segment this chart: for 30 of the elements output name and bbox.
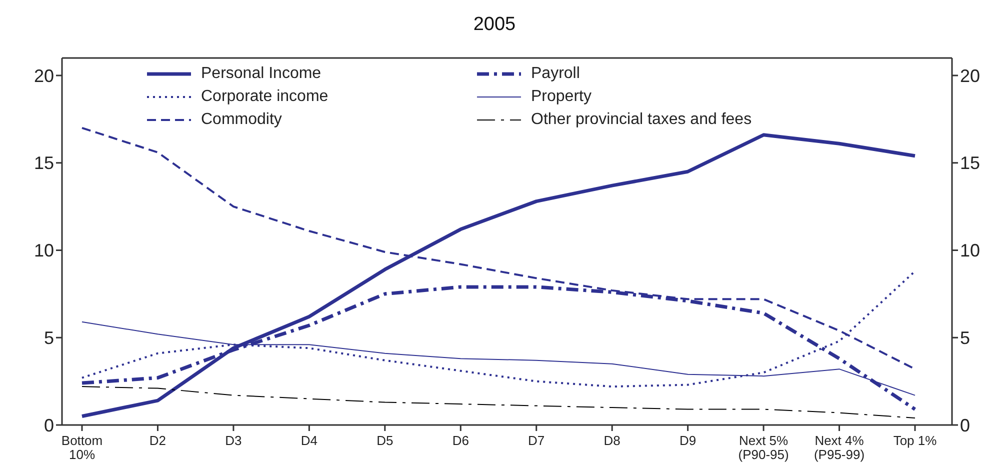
- y2-tick-label: 0: [960, 415, 970, 436]
- y2-tick-label: 5: [960, 328, 970, 348]
- legend-label: Payroll: [531, 64, 580, 82]
- y-tick-label: 15: [34, 153, 54, 174]
- chart-title: 2005: [472, 14, 517, 36]
- x-tick-label: D4: [300, 433, 318, 448]
- x-tick-label: D5: [376, 433, 394, 448]
- y-tick-label: 0: [44, 415, 54, 436]
- legend-label: Commodity: [201, 110, 282, 128]
- x-tick-label: D6: [452, 433, 469, 448]
- line-series: [82, 386, 916, 419]
- x-tick-label: D2: [149, 433, 166, 448]
- x-tick-label: D7: [528, 433, 545, 448]
- y2-tick-label: 20: [960, 66, 980, 86]
- y-tick-label: 20: [34, 66, 54, 86]
- x-tick-label: D8: [604, 433, 620, 448]
- x-tick-label: D9: [680, 433, 696, 448]
- y-tick-label: 10: [34, 240, 54, 261]
- y2-tick-label: 10: [960, 240, 980, 261]
- x-tick-label: Top 1%: [893, 433, 938, 448]
- x-tick-label: Next 5% (P90-95): [738, 433, 789, 462]
- legend-label: Other provincial taxes and fees: [531, 110, 752, 128]
- x-tick-label: D3: [225, 433, 242, 448]
- y2-tick-label: 15: [960, 153, 980, 174]
- x-tick-label: Next 4% (P95-99): [814, 433, 865, 462]
- legend-label: Property: [531, 88, 592, 106]
- legend-label: Personal Income: [201, 64, 322, 82]
- y-tick-label: 5: [44, 328, 54, 348]
- x-tick-label: Bottom 10%: [61, 433, 103, 462]
- legend-label: Corporate income: [201, 88, 328, 106]
